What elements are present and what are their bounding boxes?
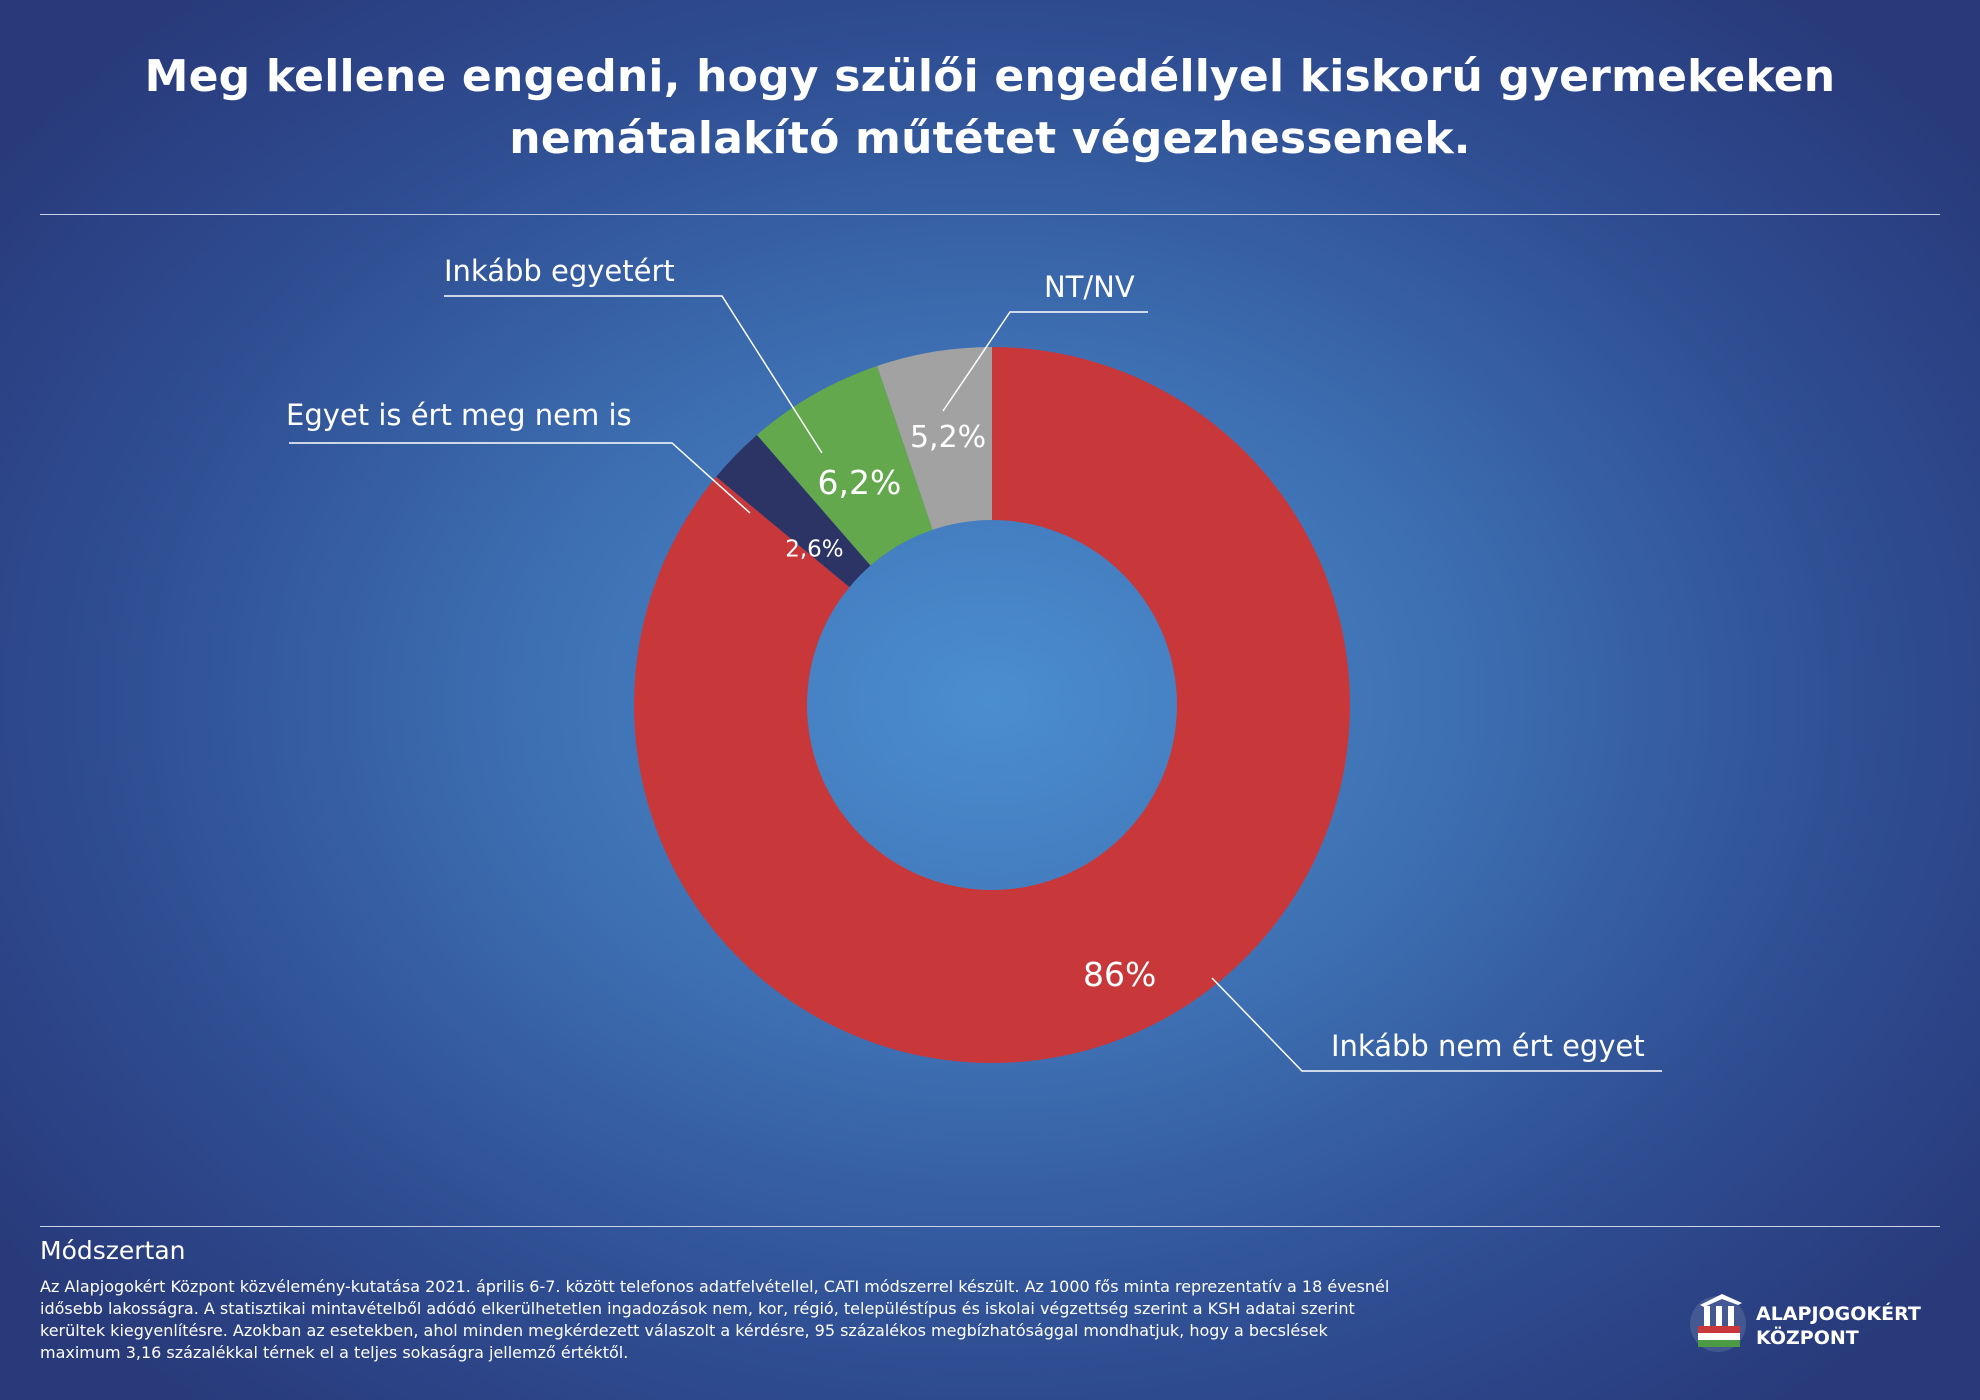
methodology-line: maximum 3,16 százalékkal térnek el a tel… [40, 1343, 629, 1362]
donut-slices [633, 347, 1350, 1063]
donut-slice [633, 347, 1350, 1063]
donut-chart: 86% 2,6% 6,2%5,2% Inkább nem ért egyet Egyet… [286, 254, 1662, 1072]
methodology-line: kerültek kiegyenlítésre. Azokban az eset… [40, 1321, 1328, 1340]
methodology-text: Az Alapjogokért Központ közvélemény-kuta… [40, 1276, 1600, 1364]
logo-emblem-icon [1690, 1294, 1746, 1352]
leader-lines [289, 295, 1662, 1072]
donut-slice [756, 365, 933, 566]
slice-value-label: 2,6% [785, 536, 843, 562]
slice-value-label: 5,2% [910, 420, 986, 455]
leader-line [1211, 977, 1662, 1072]
logo-line-2: KÖZPONT [1756, 1327, 1859, 1349]
slice-value-label: 6,2% [818, 463, 902, 502]
chart-labels: 86% 2,6% 6,2%5,2% Inkább nem ért egyet Egyet… [286, 254, 1645, 1063]
methodology-line: Az Alapjogokért Központ közvélemény-kuta… [40, 1277, 1390, 1296]
methodology-line: idősebb lakosságra. A statisztikai minta… [40, 1299, 1355, 1318]
slice-category-label: Inkább egyetért [444, 254, 675, 288]
logo-text: ALAPJOGOKÉRT KÖZPONT [1756, 1302, 1921, 1350]
chart-title-line-2: nemátalakító műtétet végezhessenek. [509, 113, 1471, 164]
donut-slice [877, 347, 992, 530]
chart-title: Meg kellene engedni, hogy szülői engedél… [90, 46, 1890, 170]
methodology-heading: Módszertan [40, 1236, 186, 1265]
leader-line [289, 442, 751, 514]
slice-category-label: Egyet is ért meg nem is [286, 398, 632, 432]
bottom-divider [40, 1226, 1940, 1227]
top-divider [40, 214, 1940, 215]
logo-line-1: ALAPJOGOKÉRT [1756, 1303, 1921, 1325]
organization-logo: ALAPJOGOKÉRT KÖZPONT [1688, 1290, 1948, 1356]
slice-category-label: Inkább nem ért egyet [1331, 1029, 1645, 1063]
chart-title-line-1: Meg kellene engedni, hogy szülői engedél… [144, 51, 1836, 102]
slice-category-label: NT/NV [1044, 270, 1135, 304]
slice-value-label: 86% [1083, 955, 1156, 994]
leader-line [942, 311, 1148, 412]
donut-slice [716, 434, 871, 588]
leader-line [444, 295, 823, 454]
